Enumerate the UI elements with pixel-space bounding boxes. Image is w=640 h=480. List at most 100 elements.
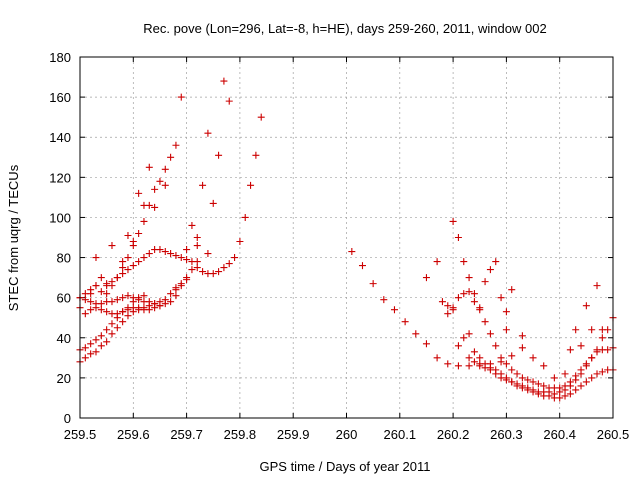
data-point-marker: [183, 274, 191, 282]
data-point-marker: [476, 360, 484, 368]
data-point-marker: [108, 298, 116, 306]
data-point-marker: [220, 77, 228, 85]
x-tick-label: 260: [336, 427, 358, 442]
data-point-marker: [113, 310, 121, 318]
data-point-marker: [492, 342, 500, 350]
data-point-marker: [172, 252, 180, 260]
data-point-marker: [492, 370, 500, 378]
data-point-marker: [204, 250, 212, 258]
data-point-marker: [129, 294, 137, 302]
data-point-marker: [486, 366, 494, 374]
data-point-marker: [433, 354, 441, 362]
data-point-marker: [561, 386, 569, 394]
data-point-marker: [572, 376, 580, 384]
data-point-marker: [390, 306, 398, 314]
data-point-marker: [444, 302, 452, 310]
data-point-marker: [502, 376, 510, 384]
data-point-marker: [508, 366, 516, 374]
data-point-marker: [188, 221, 196, 229]
data-point-marker: [124, 306, 132, 314]
data-point-marker: [119, 294, 127, 302]
data-point-marker: [465, 354, 473, 362]
data-point-marker: [140, 217, 148, 225]
y-tick-label: 20: [57, 371, 71, 386]
data-point-marker: [172, 292, 180, 300]
data-point-marker: [108, 330, 116, 338]
data-point-marker: [113, 296, 121, 304]
data-point-marker: [215, 268, 223, 276]
data-point-marker: [470, 290, 478, 298]
data-point-marker: [465, 288, 473, 296]
data-point-marker: [129, 262, 137, 270]
data-point-marker: [103, 280, 111, 288]
data-point-marker: [518, 332, 526, 340]
data-point-marker: [113, 274, 121, 282]
data-point-marker: [465, 330, 473, 338]
x-tick-label: 259.7: [170, 427, 203, 442]
data-point-marker: [582, 362, 590, 370]
data-point-marker: [492, 258, 500, 266]
data-point-marker: [124, 312, 132, 320]
data-point-marker: [92, 254, 100, 262]
data-point-marker: [508, 378, 516, 386]
data-point-marker: [103, 290, 111, 298]
data-point-marker: [497, 294, 505, 302]
data-point-marker: [572, 326, 580, 334]
data-point-marker: [140, 292, 148, 300]
y-tick-label: 80: [57, 251, 71, 266]
data-point-marker: [369, 280, 377, 288]
data-point-marker: [172, 141, 180, 149]
data-point-marker: [524, 376, 532, 384]
data-point-marker: [225, 97, 233, 105]
data-point-marker: [444, 310, 452, 318]
data-point-marker: [257, 113, 265, 121]
data-point-marker: [135, 189, 143, 197]
data-point-marker: [454, 342, 462, 350]
data-point-marker: [92, 282, 100, 290]
data-point-marker: [87, 340, 95, 348]
data-point-marker: [481, 278, 489, 286]
data-point-marker: [103, 326, 111, 334]
x-axis-label: GPS time / Days of year 2011: [260, 459, 431, 474]
data-point-marker: [177, 93, 185, 101]
data-point-marker: [135, 229, 143, 237]
x-tick-label: 260.3: [490, 427, 523, 442]
data-point-marker: [161, 181, 169, 189]
data-point-marker: [401, 318, 409, 326]
data-point-marker: [215, 151, 223, 159]
plot-frame: [79, 56, 614, 419]
data-point-marker: [156, 177, 164, 185]
data-point-marker: [113, 324, 121, 332]
data-point-marker: [193, 264, 201, 272]
data-point-marker: [588, 354, 596, 362]
data-point-marker: [508, 286, 516, 294]
data-point-marker: [529, 386, 537, 394]
data-point-marker: [604, 346, 612, 354]
data-point-marker: [177, 280, 185, 288]
y-tick-label: 140: [49, 130, 71, 145]
data-point-marker: [460, 258, 468, 266]
data-point-marker: [577, 382, 585, 390]
y-axis-label: STEC from uqrg / TECUs: [6, 164, 21, 311]
data-point-marker: [188, 266, 196, 274]
data-point-marker: [97, 306, 105, 314]
data-point-marker: [518, 344, 526, 352]
data-point-marker: [209, 199, 217, 207]
data-point-marker: [534, 380, 542, 388]
data-point-marker: [119, 264, 127, 272]
data-point-marker: [422, 274, 430, 282]
data-point-marker: [81, 354, 89, 362]
data-point-marker: [502, 326, 510, 334]
data-point-marker: [252, 151, 260, 159]
data-point-marker: [161, 248, 169, 256]
data-point-marker: [129, 238, 137, 246]
data-point-marker: [465, 362, 473, 370]
data-point-marker: [156, 246, 164, 254]
data-point-marker: [108, 320, 116, 328]
y-tick-label: 60: [57, 291, 71, 306]
data-point-marker: [97, 300, 105, 308]
data-point-marker: [87, 290, 95, 298]
data-point-marker: [161, 300, 169, 308]
data-point-marker: [167, 290, 175, 298]
